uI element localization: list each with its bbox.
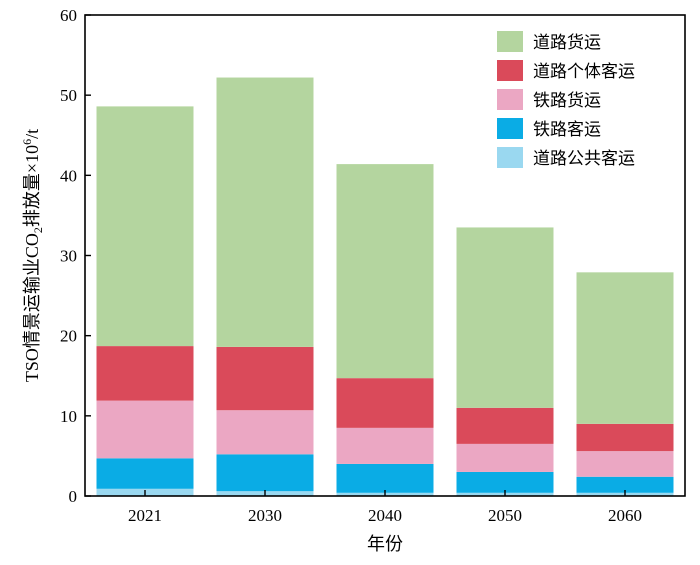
bar-segment [456, 407, 554, 444]
bar-segment [216, 346, 314, 411]
legend-swatch [497, 89, 523, 110]
bar-segment [96, 346, 194, 401]
y-axis-title: TSO情景运输业CO2排放量×106/t [20, 129, 45, 382]
y-tick-label: 40 [60, 166, 77, 185]
bar-segment [456, 227, 554, 408]
y-tick-label: 20 [60, 327, 77, 346]
y-tick-label: 60 [60, 6, 77, 25]
y-tick-label: 30 [60, 247, 77, 266]
legend-label: 铁路客运 [533, 120, 601, 139]
bar-segment [576, 451, 674, 477]
x-axis: 2021 2030 2040 2050 2060 [128, 490, 642, 525]
x-tick-label: 2050 [488, 506, 522, 525]
y-axis-title-subscript: 2 [31, 227, 45, 233]
y-axis-title-middle: 排放量×10 [22, 145, 42, 227]
bar-segment [456, 443, 554, 472]
bar-segment [576, 423, 674, 452]
bar-segment [216, 410, 314, 455]
legend-label: 道路个体客运 [533, 62, 635, 81]
x-tick-label: 2040 [368, 506, 402, 525]
y-axis-title-superscript: 6 [20, 139, 34, 145]
bar-segment [336, 378, 434, 428]
x-tick-label: 2021 [128, 506, 162, 525]
legend-label: 道路公共客运 [533, 149, 635, 168]
x-tick-label: 2030 [248, 506, 282, 525]
y-tick-label: 50 [60, 86, 77, 105]
x-tick-label: 2060 [608, 506, 642, 525]
bar-segment [576, 476, 674, 493]
legend-swatch [497, 147, 523, 168]
y-axis-title-prefix: TSO情景运输业CO [22, 233, 42, 382]
y-axis-title-suffix: /t [22, 129, 42, 139]
bar-segment [456, 471, 554, 493]
legend-swatch [497, 118, 523, 139]
bar-segment [576, 272, 674, 424]
bar-segment [96, 106, 194, 347]
y-tick-label: 10 [60, 407, 77, 426]
bar-segment [336, 164, 434, 379]
y-tick-label: 0 [69, 487, 78, 506]
x-axis-title: 年份 [367, 534, 403, 554]
bars-layer [96, 77, 674, 496]
bar-segment [336, 427, 434, 464]
legend-label: 道路货运 [533, 33, 601, 52]
legend-swatch [497, 60, 523, 81]
bar-segment [96, 458, 194, 489]
bar-segment [336, 463, 434, 493]
bar-segment [96, 400, 194, 459]
bar-segment [216, 77, 314, 347]
legend-swatch [497, 31, 523, 52]
y-axis: 0 10 20 30 40 50 60 [60, 6, 91, 506]
legend-label: 铁路货运 [533, 91, 601, 110]
bar-segment [216, 454, 314, 492]
